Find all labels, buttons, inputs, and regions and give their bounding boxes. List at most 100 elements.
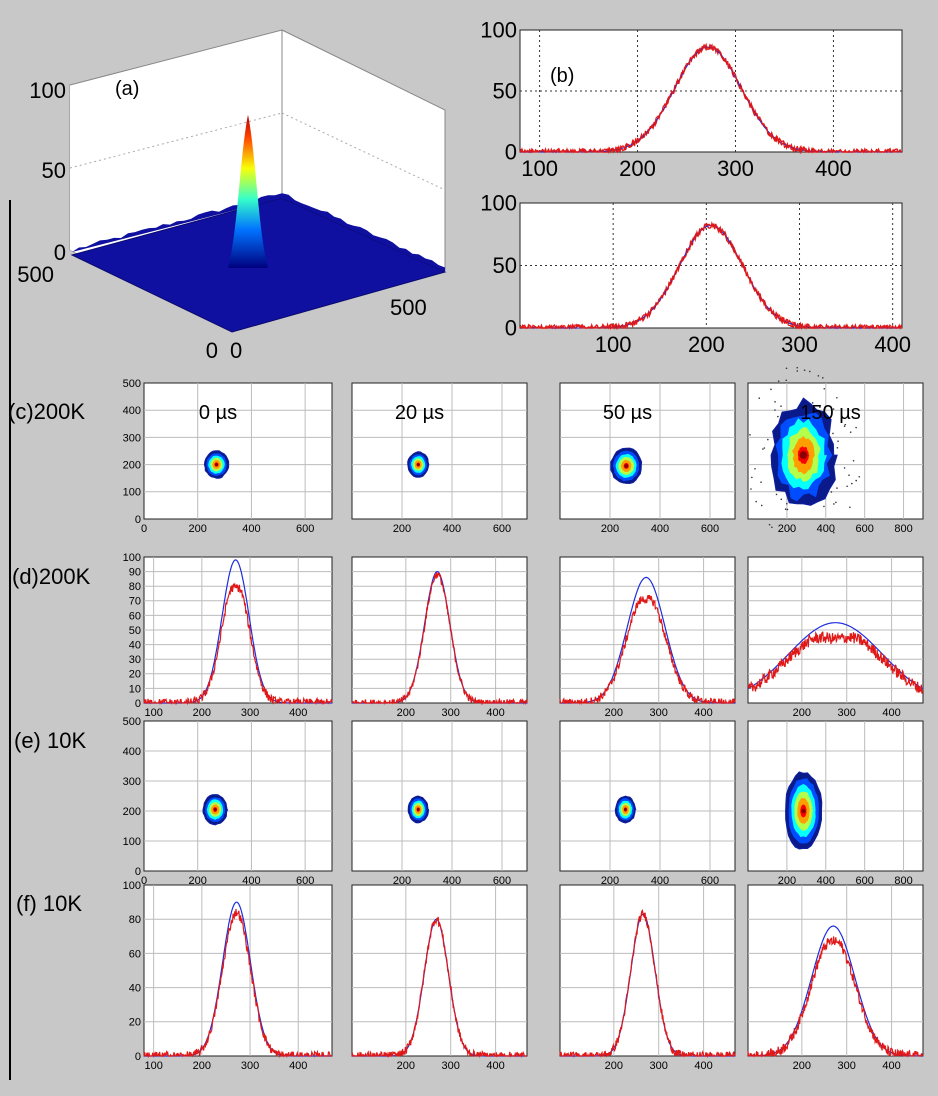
z-tick-label: 50	[42, 158, 66, 183]
y-tick-label: 500	[123, 378, 141, 390]
scatter-speck	[837, 440, 839, 442]
measured-profile-overlay	[519, 43, 902, 155]
measured-profile	[351, 572, 528, 706]
heatmap-e-3: 200 400 600	[559, 720, 736, 887]
x-tick-label: 600	[493, 523, 511, 535]
profile-f-2-frame	[351, 884, 528, 1057]
x-tick-label: 0	[141, 523, 147, 535]
scatter-speck	[780, 498, 783, 501]
scatter-speck	[788, 528, 791, 531]
x-tick-label: 400	[817, 523, 835, 535]
x-tick-label: 600	[296, 875, 314, 887]
measured-profile	[351, 916, 527, 1059]
scatter-speck	[780, 405, 782, 407]
x-tick-label: 400	[874, 332, 911, 357]
x-tick-label: 200	[793, 707, 811, 719]
heatmap-e-2-frame	[351, 720, 528, 872]
profile-f-4: 200 300 400	[747, 884, 924, 1072]
y-tick-label: 500	[123, 716, 141, 728]
heatmap-core	[624, 464, 629, 468]
scatter-speck	[835, 501, 837, 504]
y-tick-label: 300	[123, 776, 141, 788]
time-label: 150 µs	[800, 402, 860, 424]
x-tick-label: 400	[242, 875, 260, 887]
scatter-speck	[851, 482, 853, 485]
scatter-speck	[832, 531, 835, 534]
y-tick-label: 60	[129, 610, 141, 622]
profile-d-4: 200 300 400	[747, 556, 924, 719]
heatmap-core	[624, 808, 627, 811]
scatter-speck	[844, 423, 847, 426]
x-tick-label: 800	[894, 523, 912, 535]
y-tick-label: 50	[493, 79, 517, 104]
z-gridline	[281, 112, 446, 191]
x-tick-label: 600	[855, 875, 873, 887]
time-label: 0 µs	[199, 402, 237, 424]
x-tick-label: 300	[717, 156, 754, 181]
y-tick-label: 50	[493, 253, 517, 278]
x-tick-label: 200	[778, 523, 796, 535]
z-tick-label: 100	[29, 78, 66, 103]
profile-d-3: 200 300 400	[559, 556, 736, 719]
y-tick-label: 100	[123, 880, 141, 892]
x-tick-label: 600	[701, 875, 719, 887]
surface-noise	[72, 193, 445, 272]
scatter-speck	[785, 367, 788, 370]
scatter-speck	[760, 504, 763, 507]
scatter-speck	[762, 448, 764, 450]
scatter-speck	[785, 379, 788, 382]
x-tick-label: 300	[781, 332, 818, 357]
panel-label-b: (b)	[550, 65, 574, 87]
scatter-speck	[836, 396, 838, 399]
x-tick-label: 300	[241, 1060, 259, 1072]
heatmap-core	[213, 808, 217, 811]
profile-d-1: 100 200 300 400 0 10 20 30 40 50 60 70 80 90 100	[123, 552, 333, 719]
x-tick-label: 300	[650, 707, 668, 719]
x-tick-label: 100	[144, 1060, 162, 1072]
scatter-speck	[775, 493, 778, 496]
heatmap-c-4: 200 400 600 800 150 µs	[747, 366, 924, 535]
profile-f-4-frame	[747, 884, 924, 1057]
scatter-speck	[786, 502, 788, 505]
scatter-speck	[796, 370, 799, 372]
x-tick-label: 400	[289, 707, 307, 719]
y-tick-label: 0	[135, 866, 141, 878]
scatter-speck	[758, 397, 761, 400]
scatter-speck	[849, 431, 852, 433]
heatmap-c-1-frame	[143, 382, 333, 520]
scatter-speck	[836, 487, 838, 489]
measured-profile-overlay	[519, 222, 902, 331]
x-tick-label: 400	[242, 523, 260, 535]
measured-profile	[143, 908, 332, 1059]
x-tick-label: 100	[144, 707, 162, 719]
x-tick-label: 200	[601, 523, 619, 535]
x-tick-label: 800	[894, 875, 912, 887]
scatter-speck	[774, 409, 776, 411]
row-label-c: (c)200K	[8, 399, 85, 424]
fit-profile	[747, 622, 924, 690]
heatmap-e-3-frame	[559, 720, 736, 872]
scatter-speck	[821, 377, 824, 379]
x-tick-label: 200	[688, 332, 725, 357]
scatter-speck	[770, 388, 772, 391]
profile-d-2: 200 300 400	[351, 556, 528, 719]
scatter-speck	[832, 432, 834, 435]
y-tick-label: 40	[129, 639, 141, 651]
heatmap-c-2-frame	[351, 382, 528, 520]
x-tick-label: 400	[882, 707, 900, 719]
scatter-speck	[843, 467, 846, 469]
x-tick-label: 400	[694, 1060, 712, 1072]
y-tick-label: 80	[129, 914, 141, 926]
x-tick-label: 300	[442, 707, 460, 719]
measured-profile	[559, 909, 736, 1059]
scatter-speck	[771, 526, 773, 529]
x-tick-label: 200	[601, 875, 619, 887]
x-tick-label: 300	[650, 1060, 668, 1072]
back-edge	[69, 29, 283, 195]
x-tick-label: 200	[605, 1060, 623, 1072]
row-label-e: (e) 10K	[14, 728, 86, 753]
profile-b2: 100 200 300 400 0 50 100	[480, 191, 911, 357]
scatter-speck	[777, 380, 780, 382]
x-tick-label: 200	[193, 1060, 211, 1072]
x-tick-label: 400	[651, 875, 669, 887]
